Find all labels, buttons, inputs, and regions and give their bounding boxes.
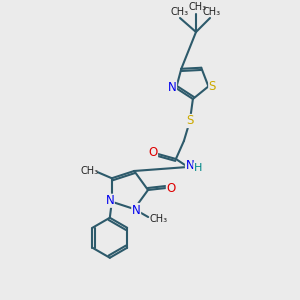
Text: N: N [105, 194, 114, 207]
Text: N: N [168, 81, 176, 94]
Text: N: N [185, 160, 194, 172]
Text: S: S [209, 80, 216, 93]
Text: CH₃: CH₃ [81, 166, 99, 176]
Text: S: S [186, 115, 194, 128]
Text: CH₃: CH₃ [203, 7, 221, 17]
Text: CH₃: CH₃ [171, 7, 189, 17]
Text: CH₃: CH₃ [189, 2, 207, 12]
Text: N: N [132, 203, 141, 217]
Text: H: H [194, 163, 202, 173]
Text: O: O [148, 146, 158, 160]
Text: O: O [167, 182, 176, 194]
Text: CH₃: CH₃ [149, 214, 167, 224]
